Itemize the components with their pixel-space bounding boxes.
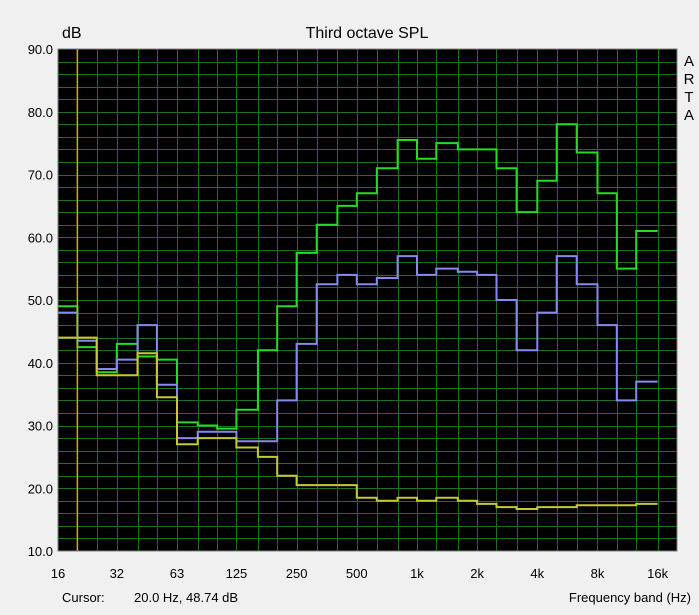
x-tick-label-2: 63 (170, 566, 184, 581)
x-tick-label-5: 500 (346, 566, 368, 581)
y-axis-label: dB (62, 25, 82, 42)
y-tick-label-2: 30.0 (28, 419, 53, 434)
cursor-status-value: 20.0 Hz, 48.74 dB (134, 590, 239, 605)
plot-frame (57, 48, 678, 552)
arta-brand-t: T (684, 89, 693, 106)
x-tick-label-4: 250 (286, 566, 308, 581)
y-tick-label-4: 50.0 (28, 293, 53, 308)
x-tick-label-8: 4k (530, 566, 544, 581)
x-tick-labels: 16 32 63 125 250 500 1k 2k 4k 8k 16k (51, 566, 669, 581)
y-tick-label-5: 60.0 (28, 230, 53, 245)
y-tick-label-1: 20.0 (28, 481, 53, 496)
series-group (58, 123, 658, 510)
x-tick-label-9: 8k (591, 566, 605, 581)
y-tick-label-7: 80.0 (28, 105, 53, 120)
x-tick-label-6: 1k (410, 566, 424, 581)
y-tick-label-8: 90.0 (28, 42, 53, 57)
arta-brand-a1: A (684, 53, 694, 70)
y-tick-label-3: 40.0 (28, 356, 53, 371)
x-axis-label: Frequency band (Hz) (568, 590, 691, 605)
y-tick-labels: 10.0 20.0 30.0 40.0 50.0 60.0 70.0 80.0 90.0 (28, 42, 53, 559)
cursor-status-label: Cursor: (62, 590, 105, 605)
x-tick-label-10: 16k (647, 566, 668, 581)
arta-brand-a2: A (684, 107, 694, 124)
x-tick-label-1: 32 (110, 566, 124, 581)
y-tick-label-0: 10.0 (28, 544, 53, 559)
x-tick-label-7: 2k (470, 566, 484, 581)
arta-brand-r: R (684, 71, 695, 88)
series-line-2 (58, 336, 658, 510)
x-tick-label-3: 125 (226, 566, 248, 581)
y-tick-label-6: 70.0 (28, 168, 53, 183)
chart-title: Third octave SPL (306, 25, 429, 42)
spl-chart: dB Third octave SPL A R T A 10.0 20.0 30.0… (28, 25, 695, 581)
x-tick-label-0: 16 (51, 566, 65, 581)
